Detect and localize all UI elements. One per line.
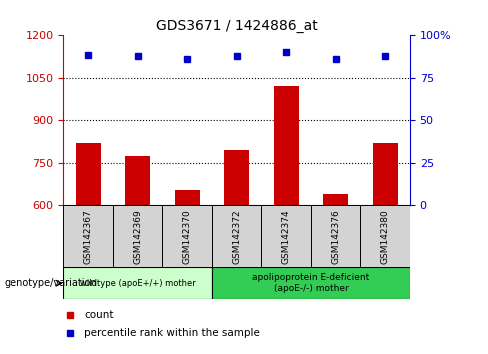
Bar [361, 205, 410, 267]
Bar [311, 205, 361, 267]
Text: apolipoprotein E-deficient
(apoE-/-) mother: apolipoprotein E-deficient (apoE-/-) mot… [252, 274, 369, 293]
Bar [175, 190, 200, 205]
Bar [63, 205, 113, 267]
Text: wildtype (apoE+/+) mother: wildtype (apoE+/+) mother [80, 279, 196, 288]
Text: GSM142380: GSM142380 [381, 209, 390, 264]
Bar [323, 194, 348, 205]
Bar [212, 267, 410, 299]
Bar [113, 205, 163, 267]
Text: GSM142374: GSM142374 [282, 209, 291, 264]
Text: GSM142367: GSM142367 [83, 209, 93, 264]
Bar [163, 205, 212, 267]
Title: GDS3671 / 1424886_at: GDS3671 / 1424886_at [156, 19, 318, 33]
Bar [212, 205, 262, 267]
Bar [262, 205, 311, 267]
Text: genotype/variation: genotype/variation [5, 278, 98, 288]
Bar [224, 150, 249, 205]
Bar [274, 86, 299, 205]
Text: percentile rank within the sample: percentile rank within the sample [84, 328, 260, 338]
Bar [76, 143, 101, 205]
Text: GSM142370: GSM142370 [183, 209, 192, 264]
Bar [63, 267, 212, 299]
Text: GSM142372: GSM142372 [232, 209, 241, 264]
Text: GSM142369: GSM142369 [133, 209, 142, 264]
Text: GSM142376: GSM142376 [331, 209, 340, 264]
Bar [125, 156, 150, 205]
Text: count: count [84, 309, 114, 320]
Bar [373, 143, 398, 205]
